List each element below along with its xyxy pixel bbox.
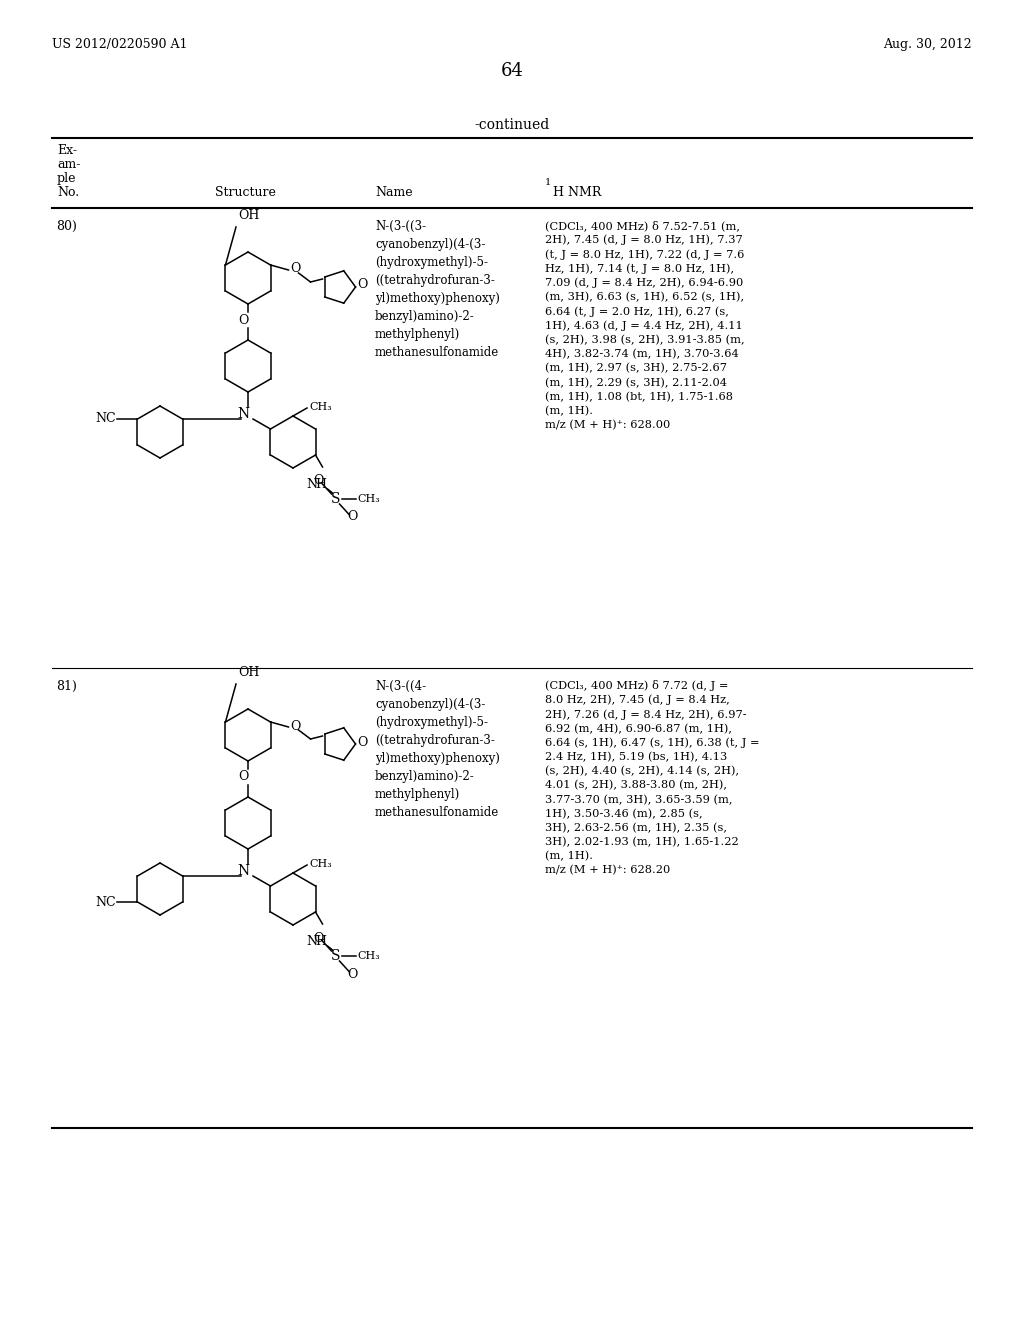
Text: -continued: -continued bbox=[474, 117, 550, 132]
Text: 80): 80) bbox=[56, 220, 77, 234]
Text: OH: OH bbox=[238, 209, 259, 222]
Text: O: O bbox=[238, 771, 249, 784]
Text: OH: OH bbox=[238, 667, 259, 678]
Text: 81): 81) bbox=[56, 680, 77, 693]
Text: CH₃: CH₃ bbox=[357, 950, 380, 961]
Text: H: H bbox=[315, 935, 326, 948]
Text: O: O bbox=[347, 968, 357, 981]
Text: N: N bbox=[237, 865, 249, 878]
Text: O: O bbox=[357, 735, 368, 748]
Text: N: N bbox=[237, 407, 249, 421]
Text: NC: NC bbox=[95, 412, 116, 425]
Text: CH₃: CH₃ bbox=[357, 494, 380, 504]
Text: N: N bbox=[306, 478, 317, 491]
Text: Name: Name bbox=[375, 186, 413, 199]
Text: H: H bbox=[315, 478, 326, 491]
Text: O: O bbox=[313, 474, 324, 487]
Text: O: O bbox=[313, 932, 324, 945]
Text: US 2012/0220590 A1: US 2012/0220590 A1 bbox=[52, 38, 187, 51]
Text: ple: ple bbox=[57, 172, 77, 185]
Text: Ex-: Ex- bbox=[57, 144, 77, 157]
Text: CH₃: CH₃ bbox=[309, 403, 332, 412]
Text: CH₃: CH₃ bbox=[309, 859, 332, 869]
Text: (CDCl₃, 400 MHz) δ 7.52-7.51 (m,
2H), 7.45 (d, J = 8.0 Hz, 1H), 7.37
(t, J = 8.0: (CDCl₃, 400 MHz) δ 7.52-7.51 (m, 2H), 7.… bbox=[545, 220, 744, 430]
Text: O: O bbox=[291, 263, 301, 276]
Text: No.: No. bbox=[57, 186, 79, 199]
Text: S: S bbox=[331, 492, 340, 506]
Text: (CDCl₃, 400 MHz) δ 7.72 (d, J =
8.0 Hz, 2H), 7.45 (d, J = 8.4 Hz,
2H), 7.26 (d, : (CDCl₃, 400 MHz) δ 7.72 (d, J = 8.0 Hz, … bbox=[545, 680, 760, 875]
Text: Aug. 30, 2012: Aug. 30, 2012 bbox=[884, 38, 972, 51]
Text: S: S bbox=[331, 949, 340, 964]
Text: NC: NC bbox=[95, 895, 116, 908]
Text: O: O bbox=[347, 511, 357, 524]
Text: N: N bbox=[306, 935, 317, 948]
Text: O: O bbox=[238, 314, 249, 326]
Text: H NMR: H NMR bbox=[553, 186, 601, 199]
Text: 1: 1 bbox=[545, 178, 551, 187]
Text: N-(3-((3-
cyanobenzyl)(4-(3-
(hydroxymethyl)-5-
((tetrahydrofuran-3-
yl)methoxy): N-(3-((3- cyanobenzyl)(4-(3- (hydroxymet… bbox=[375, 220, 500, 359]
Text: 64: 64 bbox=[501, 62, 523, 81]
Text: N-(3-((4-
cyanobenzyl)(4-(3-
(hydroxymethyl)-5-
((tetrahydrofuran-3-
yl)methoxy): N-(3-((4- cyanobenzyl)(4-(3- (hydroxymet… bbox=[375, 680, 500, 818]
Text: am-: am- bbox=[57, 158, 80, 172]
Text: O: O bbox=[357, 279, 368, 292]
Text: O: O bbox=[291, 719, 301, 733]
Text: Structure: Structure bbox=[215, 186, 275, 199]
